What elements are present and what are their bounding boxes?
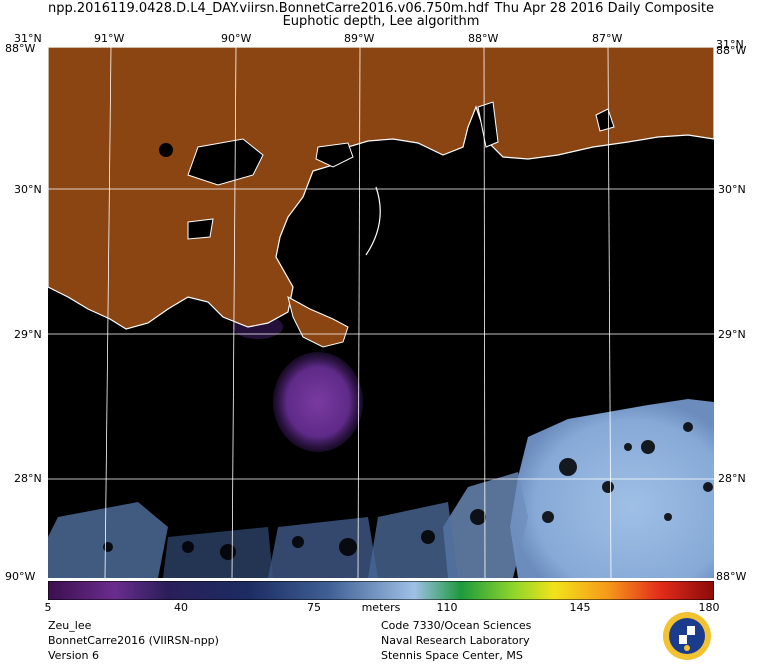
corner-top-right-lat: 31°N	[716, 38, 744, 51]
footer-version: Version 6	[48, 649, 99, 662]
corner-top-left-lon: 88°W	[5, 42, 36, 55]
map-canvas	[48, 47, 714, 578]
colorbar-tick-110: 110	[436, 601, 458, 614]
lat-label-30n-left: 30°N	[14, 183, 42, 196]
footer-product: Zeu_lee	[48, 619, 92, 632]
corner-bottom-left-lon: 90°W	[5, 570, 36, 583]
nrl-seal-icon	[662, 611, 712, 661]
product-title: Euphotic depth, Lee algorithm	[282, 14, 480, 29]
date-label: Thu Apr 28 2016 Daily Composite	[494, 1, 714, 16]
plume-region	[273, 352, 363, 452]
lat-label-30n-right: 30°N	[718, 183, 746, 196]
mississippi-delta	[287, 296, 349, 348]
colorbar-tick-40: 40	[174, 601, 188, 614]
lon-label-91w: 91°W	[94, 32, 125, 45]
lon-label-89w: 89°W	[344, 32, 375, 45]
land-region	[48, 47, 714, 330]
corner-bottom-right-lon: 88°W	[716, 570, 747, 583]
footer-location: Stennis Space Center, MS	[381, 649, 523, 662]
clear-water-region	[48, 399, 714, 578]
lon-label-88w: 88°W	[468, 32, 499, 45]
colorbar-tick-180: 180	[698, 601, 720, 614]
lon-label-87w: 87°W	[592, 32, 623, 45]
lon-label-90w: 90°W	[221, 32, 252, 45]
corner-top-left-lat: 31°N	[14, 32, 42, 45]
lat-label-28n-left: 28°N	[14, 472, 42, 485]
colorbar-unit: meters	[361, 601, 401, 614]
colorbar-gradient	[47, 580, 715, 601]
euphotic-depth-map[interactable]	[48, 47, 714, 578]
corner-top-right-lon: 88°W	[716, 44, 747, 57]
mobile-bay	[477, 101, 499, 148]
colorbar-tick-145: 145	[569, 601, 591, 614]
colorbar	[47, 580, 715, 601]
lake-pontchartrain	[187, 138, 264, 186]
colorbar-tick-5: 5	[44, 601, 52, 614]
graticule	[48, 47, 714, 578]
footer-region: BonnetCarre2016 (VIIRSN-npp)	[48, 634, 219, 647]
file-name: npp.2016119.0428.D.L4_DAY.viirsn.BonnetC…	[48, 1, 489, 16]
lat-label-28n-right: 28°N	[718, 472, 746, 485]
lat-label-29n-right: 29°N	[718, 328, 746, 341]
colorbar-tick-75: 75	[307, 601, 321, 614]
lat-label-29n-left: 29°N	[14, 328, 42, 341]
chandeleur-islands	[365, 186, 381, 256]
footer-code: Code 7330/Ocean Sciences	[381, 619, 532, 632]
header: npp.2016119.0428.D.L4_DAY.viirsn.BonnetC…	[0, 0, 762, 18]
footer-lab: Naval Research Laboratory	[381, 634, 530, 647]
